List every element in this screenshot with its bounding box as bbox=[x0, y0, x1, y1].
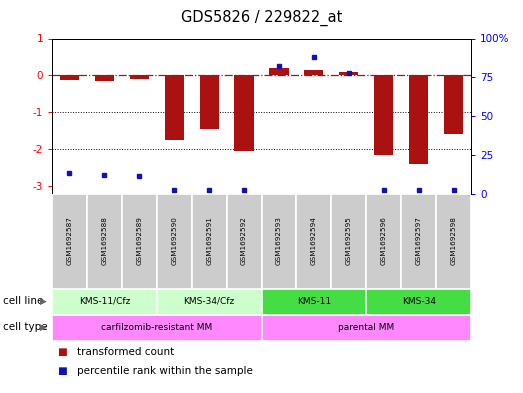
Text: GSM1692593: GSM1692593 bbox=[276, 217, 282, 265]
Text: cell type: cell type bbox=[3, 323, 47, 332]
Bar bbox=[374, 75, 393, 155]
Bar bbox=[366, 193, 401, 288]
Text: GSM1692597: GSM1692597 bbox=[416, 217, 422, 265]
Bar bbox=[60, 75, 79, 80]
Text: GSM1692587: GSM1692587 bbox=[66, 217, 73, 265]
Bar bbox=[339, 72, 358, 75]
Bar bbox=[269, 68, 289, 75]
Bar bbox=[262, 314, 471, 340]
Bar bbox=[297, 193, 332, 288]
Text: KMS-11: KMS-11 bbox=[297, 297, 331, 306]
Bar bbox=[234, 75, 254, 151]
Bar bbox=[332, 193, 366, 288]
Bar bbox=[157, 288, 262, 314]
Bar bbox=[436, 193, 471, 288]
Bar bbox=[191, 193, 226, 288]
Text: GSM1692595: GSM1692595 bbox=[346, 217, 352, 265]
Bar bbox=[262, 288, 366, 314]
Bar bbox=[95, 75, 114, 81]
Text: KMS-34: KMS-34 bbox=[402, 297, 436, 306]
Bar bbox=[262, 193, 297, 288]
Bar bbox=[52, 314, 262, 340]
Bar bbox=[87, 193, 122, 288]
Bar bbox=[165, 75, 184, 140]
Text: GDS5826 / 229822_at: GDS5826 / 229822_at bbox=[181, 10, 342, 26]
Bar bbox=[52, 193, 87, 288]
Text: GSM1692588: GSM1692588 bbox=[101, 217, 107, 265]
Text: ▶: ▶ bbox=[40, 297, 47, 306]
Bar bbox=[226, 193, 262, 288]
Bar bbox=[366, 288, 471, 314]
Text: GSM1692594: GSM1692594 bbox=[311, 217, 317, 265]
Text: GSM1692591: GSM1692591 bbox=[206, 217, 212, 265]
Text: transformed count: transformed count bbox=[77, 347, 174, 357]
Text: parental MM: parental MM bbox=[338, 323, 394, 332]
Text: percentile rank within the sample: percentile rank within the sample bbox=[77, 366, 253, 376]
Text: GSM1692592: GSM1692592 bbox=[241, 217, 247, 265]
Text: GSM1692596: GSM1692596 bbox=[381, 217, 386, 265]
Text: ▶: ▶ bbox=[40, 323, 47, 332]
Text: cell line: cell line bbox=[3, 296, 43, 307]
Bar bbox=[122, 193, 157, 288]
Bar bbox=[444, 75, 463, 134]
Text: GSM1692589: GSM1692589 bbox=[137, 217, 142, 265]
Bar bbox=[199, 75, 219, 129]
Text: ■: ■ bbox=[57, 347, 67, 357]
Text: ■: ■ bbox=[57, 366, 67, 376]
Bar bbox=[304, 70, 324, 75]
Bar bbox=[130, 75, 149, 79]
Text: GSM1692598: GSM1692598 bbox=[450, 217, 457, 265]
Bar bbox=[409, 75, 428, 164]
Text: KMS-11/Cfz: KMS-11/Cfz bbox=[78, 297, 130, 306]
Bar bbox=[157, 193, 191, 288]
Bar bbox=[401, 193, 436, 288]
Text: GSM1692590: GSM1692590 bbox=[171, 217, 177, 265]
Bar bbox=[52, 288, 157, 314]
Text: carfilzomib-resistant MM: carfilzomib-resistant MM bbox=[101, 323, 212, 332]
Text: KMS-34/Cfz: KMS-34/Cfz bbox=[184, 297, 235, 306]
